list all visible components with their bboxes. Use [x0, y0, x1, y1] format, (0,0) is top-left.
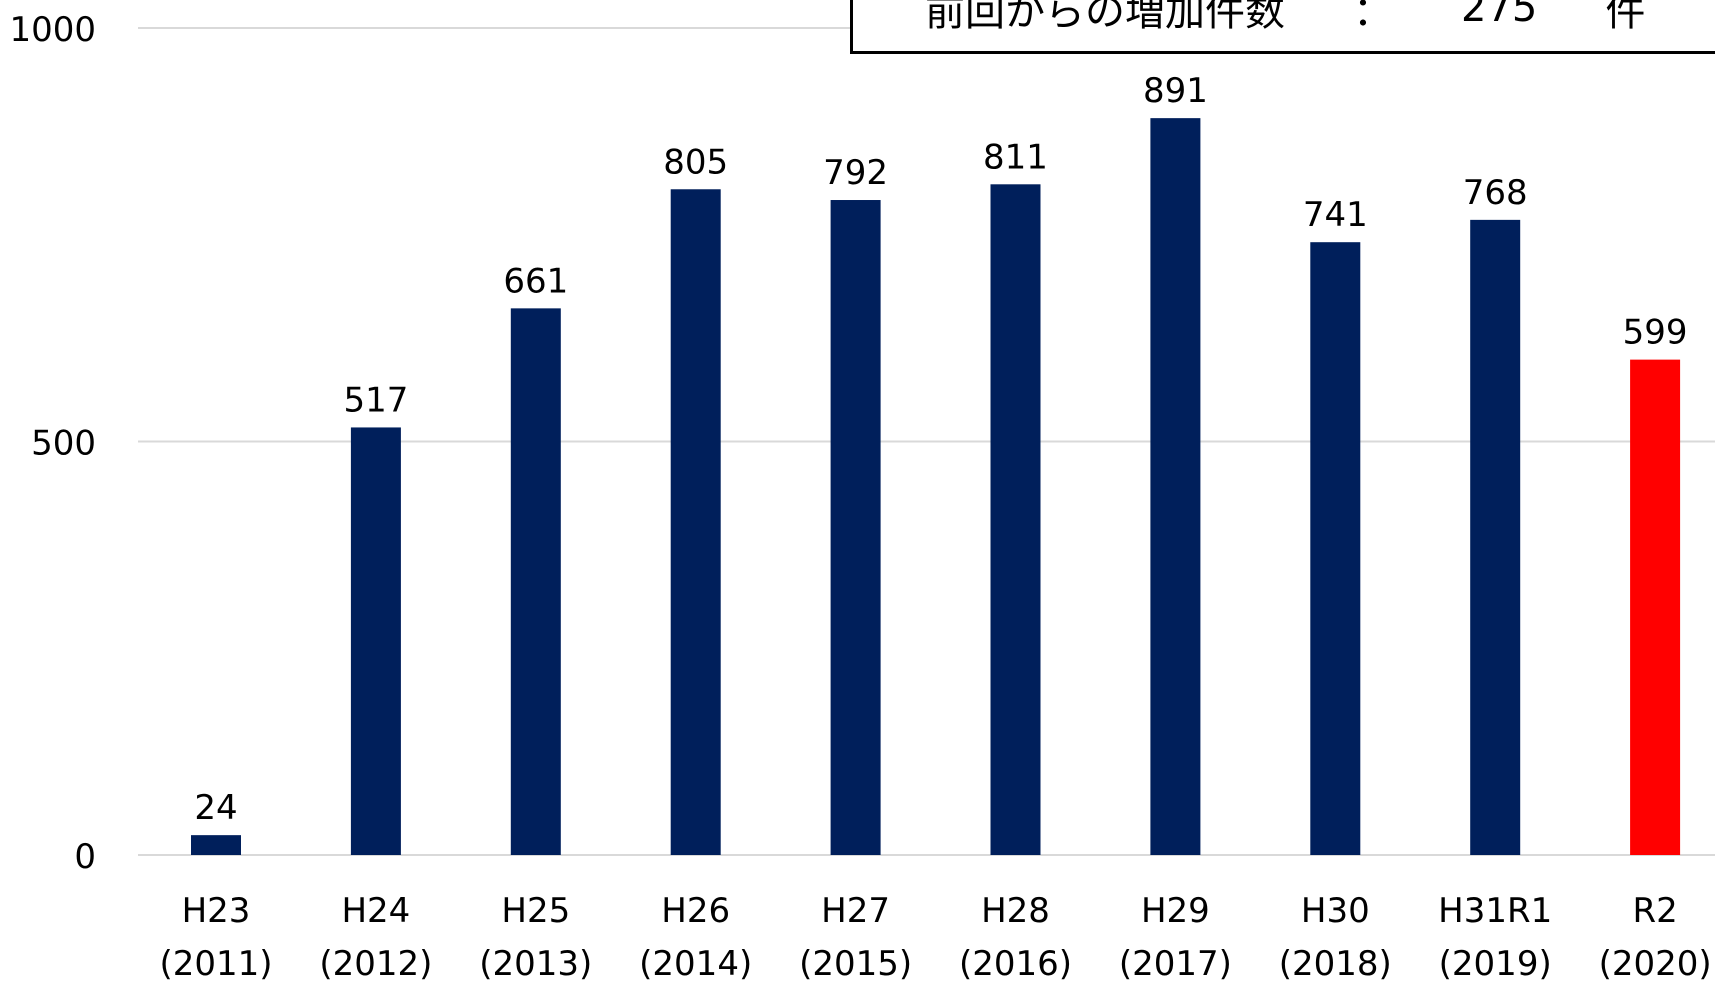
x-tick-label-year: (2016)	[959, 944, 1072, 984]
y-axis-ticks: 0 500 1000	[9, 10, 96, 877]
bar	[1470, 219, 1521, 855]
data-labels: 24 517 661 805 792 811 891 741 768 599	[194, 71, 1687, 828]
data-label: 599	[1623, 313, 1688, 353]
y-tick-label: 0	[74, 837, 96, 877]
data-label: 517	[343, 380, 408, 420]
x-tick-label-era: H23	[182, 891, 251, 931]
data-label: 741	[1303, 195, 1368, 235]
x-tick-label-year: (2019)	[1439, 944, 1552, 984]
annotation-box: 前回からの増加件数 ： 275 件	[850, 0, 1715, 54]
x-tick-label-year: (2014)	[639, 944, 752, 984]
annotation-value: 275	[1461, 0, 1538, 31]
data-label: 792	[823, 153, 888, 193]
data-label: 661	[503, 261, 568, 301]
x-axis-ticks: H23 (2011) H24 (2012) H25 (2013) H26 (2014) H27 (…	[159, 891, 1711, 984]
bar	[191, 835, 241, 855]
annotation-separator: ：	[1353, 0, 1393, 35]
bar	[350, 427, 401, 855]
x-tick-label-year: (2012)	[319, 944, 432, 984]
bar	[510, 308, 561, 855]
x-tick-label-era: H27	[821, 891, 890, 931]
x-tick-label-era: H26	[661, 891, 730, 931]
x-tick-label-year: (2011)	[159, 944, 272, 984]
bar-highlighted	[1630, 359, 1681, 855]
annotation-label: 前回からの増加件数	[925, 0, 1285, 35]
x-tick-label-year: (2013)	[479, 944, 592, 984]
data-label: 805	[663, 142, 728, 182]
x-tick-label-year: (2018)	[1279, 944, 1392, 984]
data-label: 891	[1143, 71, 1208, 111]
x-tick-label-era: H24	[341, 891, 410, 931]
x-tick-label-era: H31R1	[1438, 891, 1552, 931]
x-tick-label-year: (2020)	[1599, 944, 1712, 984]
x-tick-label-era: R2	[1632, 891, 1677, 931]
bars	[191, 118, 1681, 856]
data-label: 24	[194, 788, 237, 828]
y-tick-label: 1000	[9, 10, 96, 50]
y-tick-label: 500	[31, 424, 96, 464]
data-label: 768	[1463, 173, 1528, 213]
x-tick-label-year: (2017)	[1119, 944, 1232, 984]
bar	[1310, 242, 1361, 855]
x-tick-label-era: H25	[501, 891, 570, 931]
bar	[1150, 118, 1201, 855]
x-tick-label-era: H30	[1301, 891, 1370, 931]
bar	[670, 189, 721, 855]
annotation-unit: 件	[1605, 0, 1646, 35]
x-tick-label-era: H28	[981, 891, 1050, 931]
bar	[990, 184, 1041, 856]
data-label: 811	[983, 137, 1048, 177]
bar	[830, 200, 881, 856]
x-tick-label-era: H29	[1141, 891, 1210, 931]
x-tick-label-year: (2015)	[799, 944, 912, 984]
